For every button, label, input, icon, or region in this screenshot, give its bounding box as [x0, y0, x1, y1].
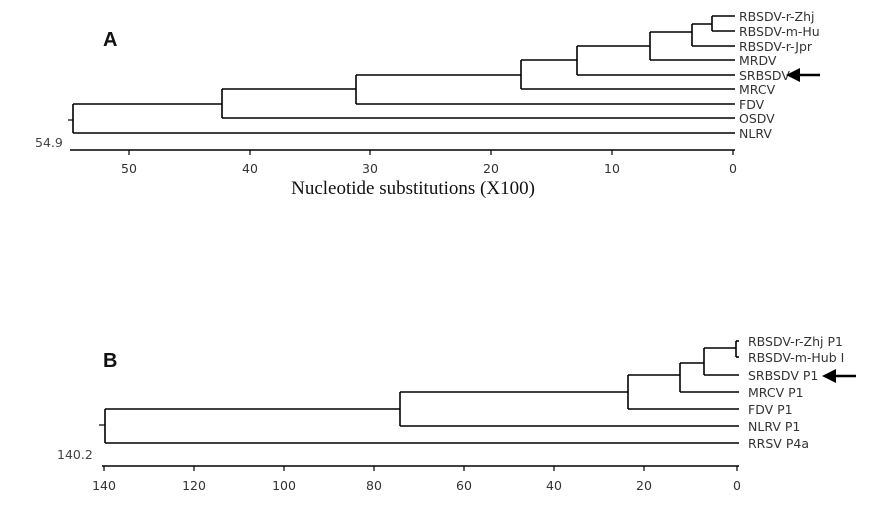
arrow-left-icon [822, 369, 856, 383]
panel-b-tree [99, 340, 739, 444]
panel-a-tree [68, 15, 735, 134]
taxon-label: SRBSDV [739, 68, 790, 83]
taxon-label: RRSV P4a [748, 436, 809, 451]
panel-b-root-value: 140.2 [57, 447, 93, 462]
taxon-label: SRBSDV P1 [748, 368, 818, 383]
taxon-label: MRCV [739, 82, 776, 97]
tick-label: 20 [483, 161, 499, 176]
tick-label: 0 [729, 161, 737, 176]
taxon-label: MRCV P1 [748, 385, 804, 400]
arrow-left-icon [786, 68, 820, 82]
panel-b: B [57, 334, 856, 493]
taxon-label: FDV P1 [748, 402, 793, 417]
tick-label: 80 [366, 478, 382, 493]
taxon-label: RBSDV-r-Zhj P1 [748, 334, 843, 349]
taxon-label: RBSDV-r-Jpr [739, 39, 813, 54]
taxon-label: NLRV [739, 126, 772, 141]
tick-label: 30 [362, 161, 378, 176]
taxon-label: RBSDV-m-Hub I [748, 350, 844, 365]
panel-a-label: A [103, 29, 117, 51]
tick-label: 0 [733, 478, 741, 493]
tick-label: 40 [242, 161, 258, 176]
panel-a-root-value: 54.9 [35, 135, 63, 150]
axis-title: Nucleotide substitutions (X100) [291, 178, 535, 199]
taxon-label: RBSDV-r-Zhj [739, 9, 815, 24]
panel-a-axis: 50 40 30 20 10 0 Nucleotide substitution… [70, 149, 737, 199]
tick-label: 40 [546, 478, 562, 493]
panel-b-axis: 140 120 100 80 60 40 20 0 [92, 465, 741, 493]
taxon-label: OSDV [739, 111, 775, 126]
panel-b-label: B [103, 350, 117, 372]
panel-a: A [35, 9, 820, 199]
tick-label: 60 [456, 478, 472, 493]
panel-b-taxa: RBSDV-r-Zhj P1 RBSDV-m-Hub I SRBSDV P1 M… [748, 334, 844, 451]
taxon-label: RBSDV-m-Hu [739, 24, 820, 39]
taxon-label: NLRV P1 [748, 419, 800, 434]
tick-label: 140 [92, 478, 116, 493]
taxon-label: FDV [739, 97, 765, 112]
tick-label: 120 [182, 478, 206, 493]
tick-label: 20 [636, 478, 652, 493]
taxon-label: MRDV [739, 53, 777, 68]
panel-a-taxa: RBSDV-r-Zhj RBSDV-m-Hu RBSDV-r-Jpr MRDV … [739, 9, 820, 141]
tick-label: 10 [604, 161, 620, 176]
tick-label: 100 [272, 478, 296, 493]
tick-label: 50 [121, 161, 137, 176]
